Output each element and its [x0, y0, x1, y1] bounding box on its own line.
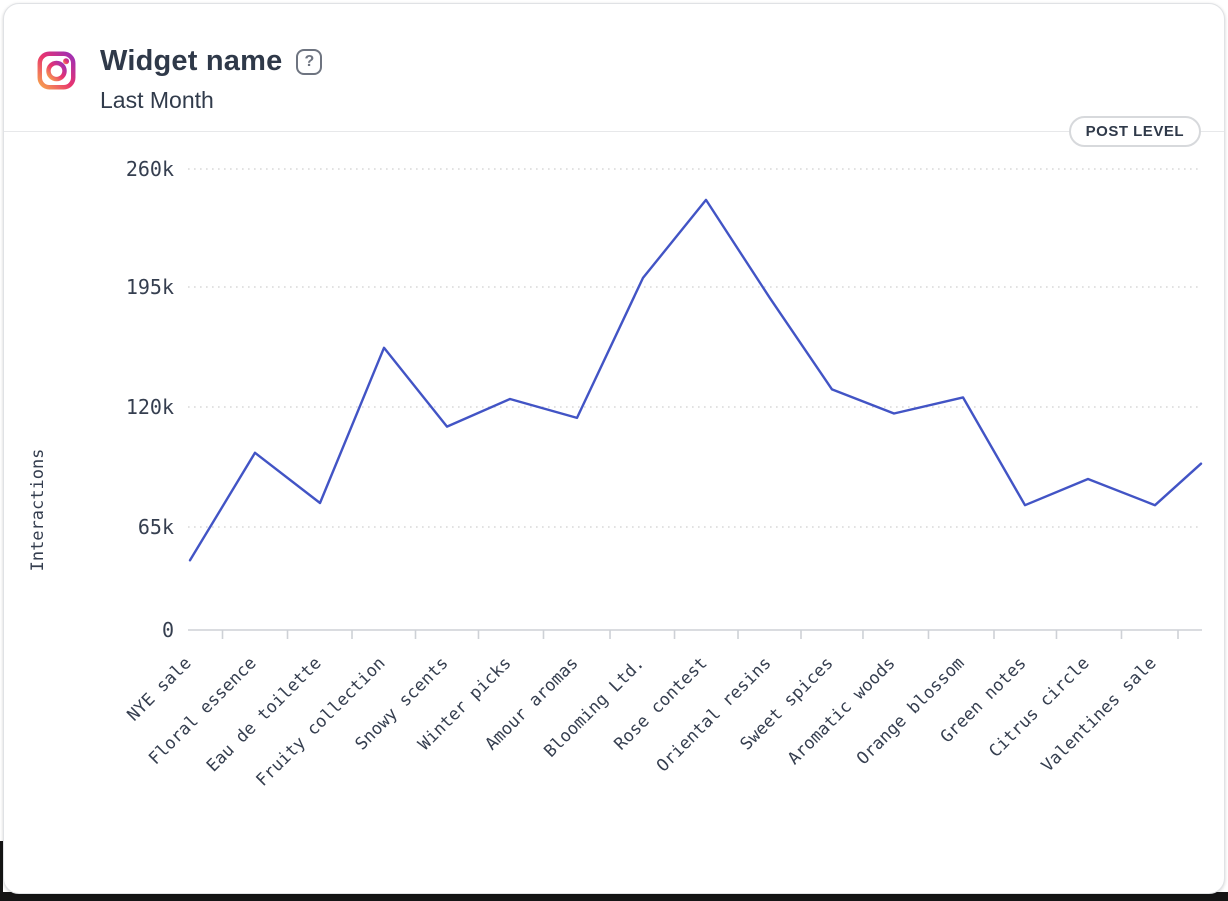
widget-title: Widget name [100, 45, 283, 77]
x-category-label: Eau de toilette [203, 653, 326, 776]
bottom-shadow-strip [0, 892, 1228, 901]
help-icon[interactable]: ? [296, 48, 323, 75]
y-tick-label: 0 [162, 618, 174, 642]
instagram-icon [36, 50, 77, 91]
y-tick-label: 260k [126, 157, 174, 181]
x-category-label: Valentines sale [1038, 653, 1161, 776]
y-tick-label: 65k [138, 515, 174, 539]
widget-header: Widget name ? Last Month [36, 45, 323, 116]
header-divider [4, 131, 1224, 132]
widget-subtitle: Last Month [100, 86, 214, 113]
interactions-series-line[interactable] [188, 198, 1203, 562]
y-tick-label: 120k [126, 395, 174, 419]
y-tick-label: 195k [126, 275, 174, 299]
post-level-badge: POST LEVEL [1068, 116, 1201, 147]
widget-card: Widget name ? Last Month POST LEVEL [3, 3, 1225, 894]
left-shadow-edge [0, 841, 3, 901]
x-category-label: Oriental resins [653, 653, 776, 776]
y-axis-title: Interactions [28, 449, 48, 572]
x-category-label: Floral essence [145, 653, 260, 768]
